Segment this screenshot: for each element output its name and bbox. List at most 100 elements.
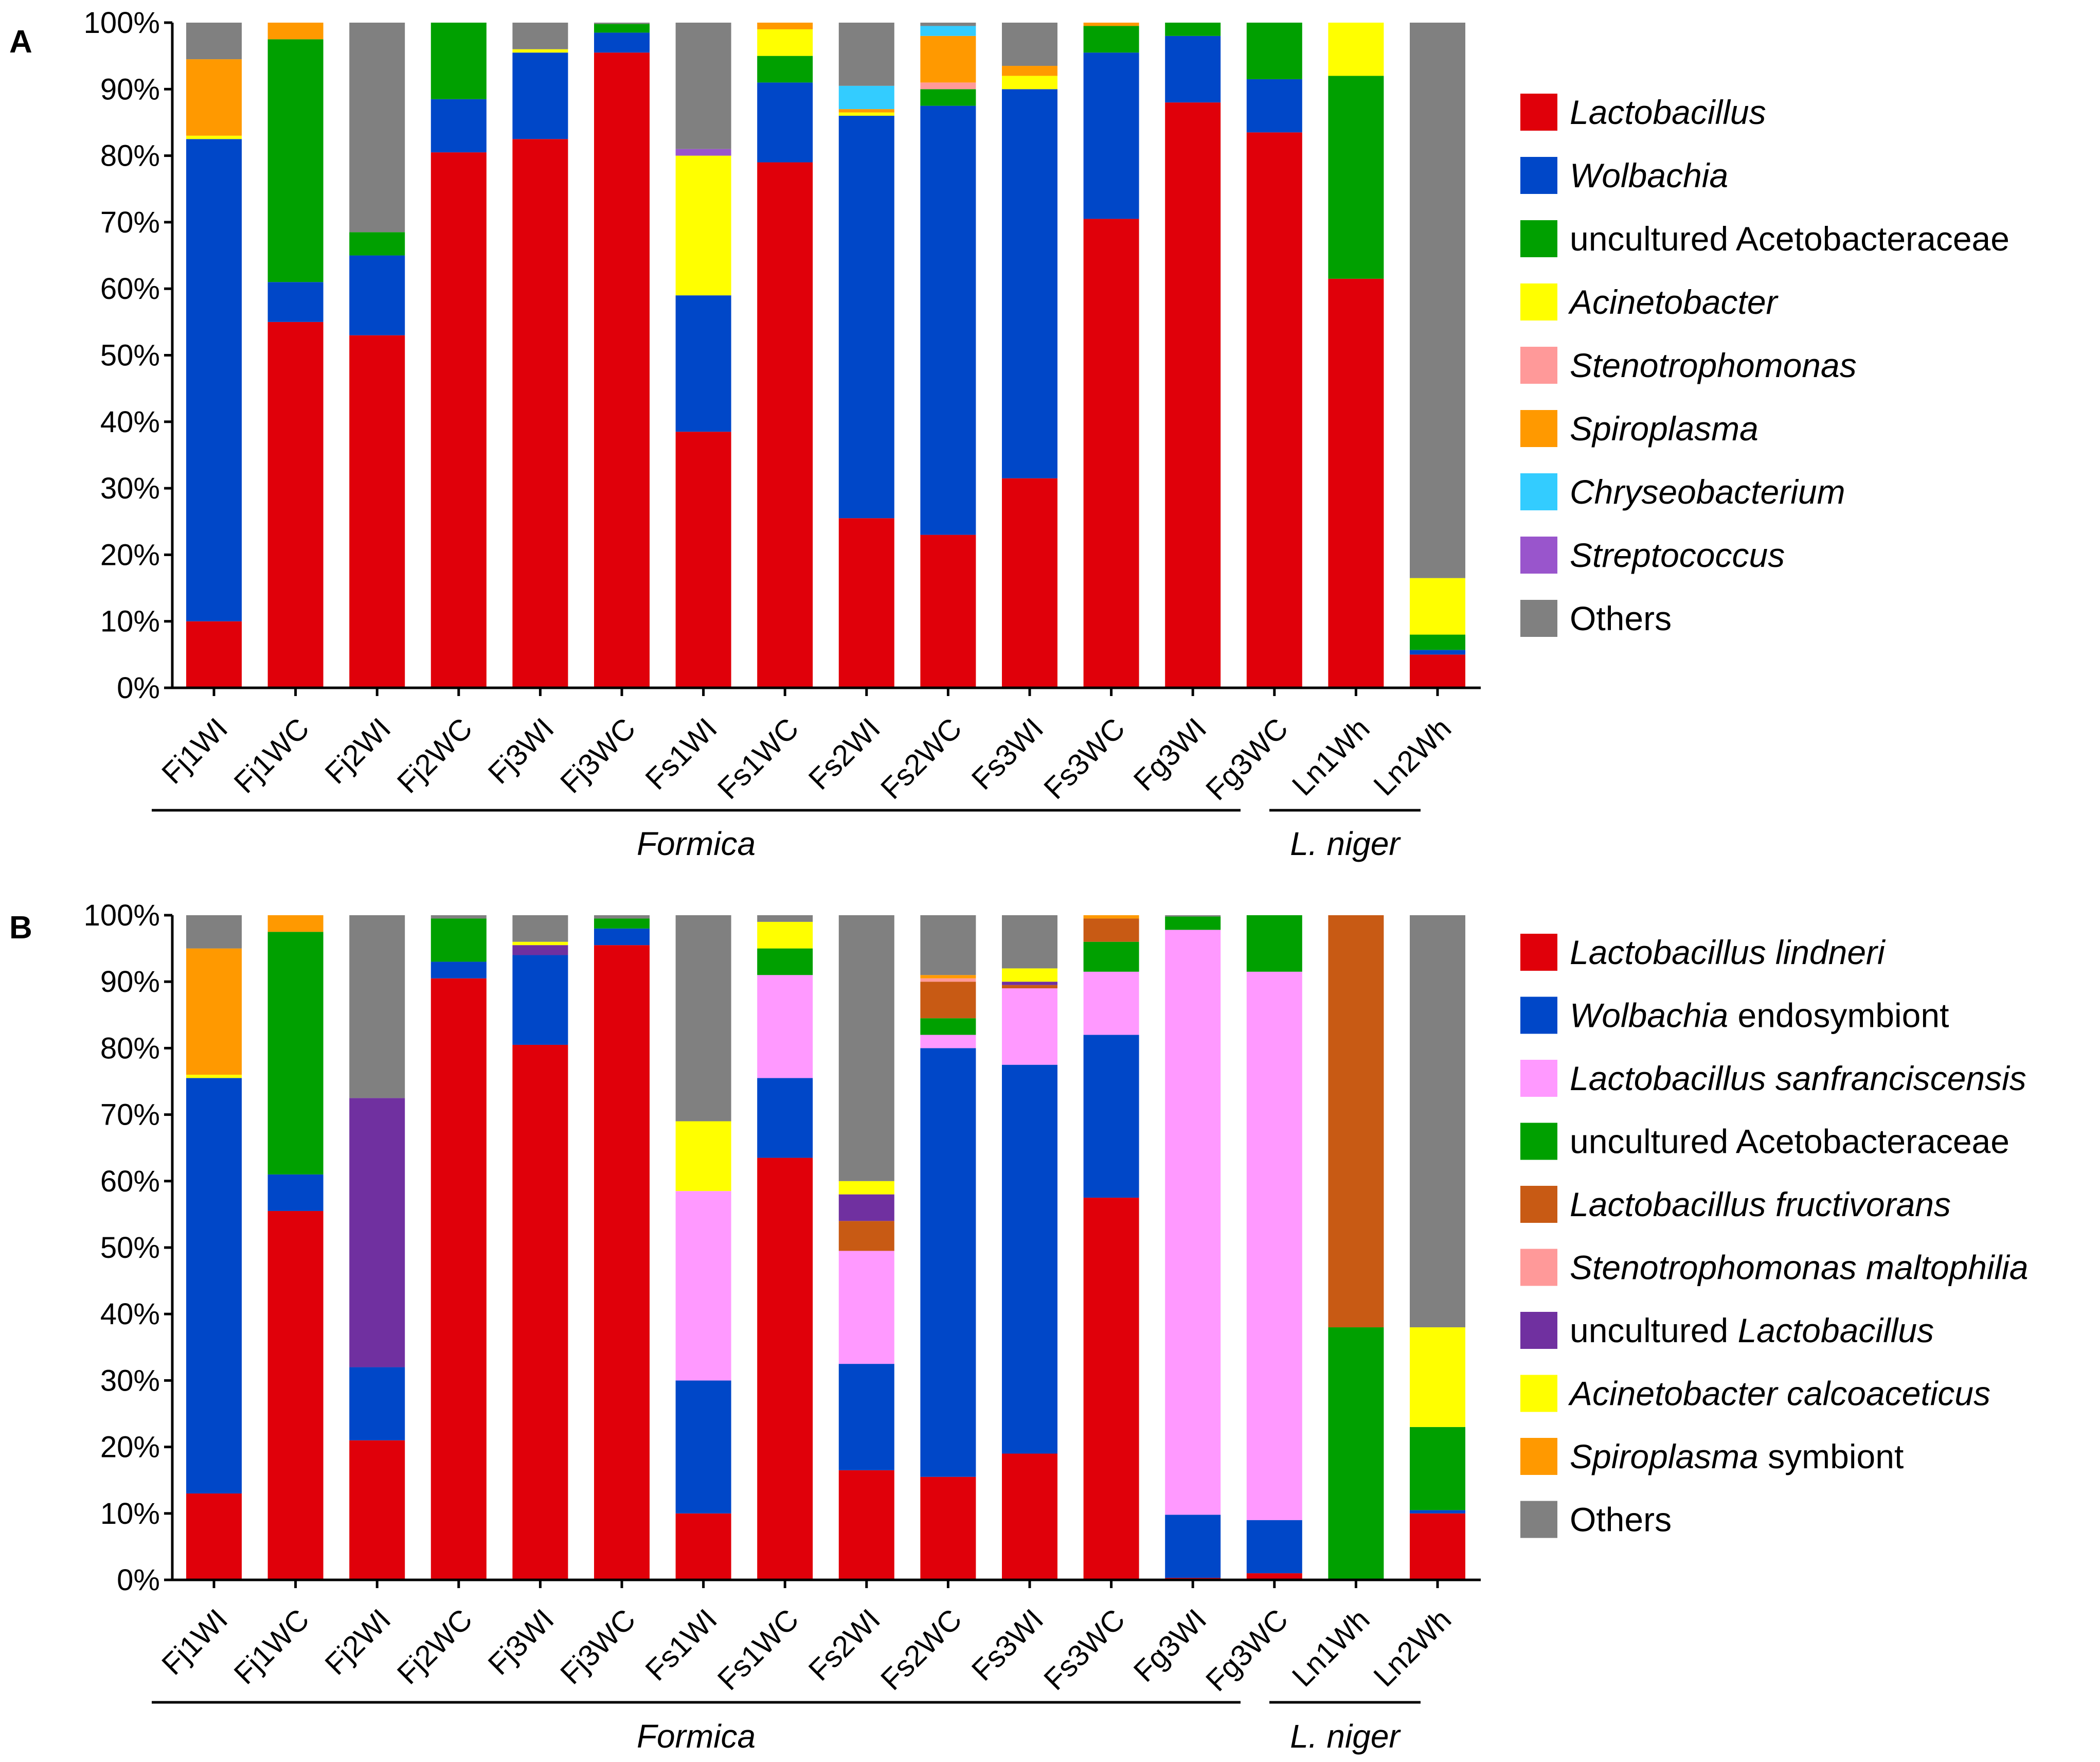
x-tick-label: Fj2WI	[318, 711, 397, 790]
bar-segment	[1083, 918, 1139, 942]
bar-segment	[675, 155, 731, 296]
bar-segment	[675, 295, 731, 432]
y-tick-label: 50%	[100, 339, 160, 372]
bar-segment	[349, 23, 405, 233]
bar-segment	[757, 975, 813, 1078]
legend-swatch	[1520, 157, 1557, 194]
bar-segment	[675, 915, 731, 1122]
bar-segment	[512, 49, 568, 53]
bar-segment	[1328, 76, 1384, 279]
bar-segment	[349, 232, 405, 256]
bar-segment	[1083, 1035, 1139, 1198]
bar-segment	[838, 116, 894, 519]
panel-letter: B	[9, 910, 32, 946]
legend-label: uncultured Lactobacillus	[1570, 1311, 1934, 1349]
legend-swatch	[1520, 347, 1557, 384]
bar-segment	[1328, 23, 1384, 76]
bar-segment	[1410, 1427, 1465, 1510]
bar-segment	[1002, 23, 1057, 66]
bar-segment	[267, 39, 324, 282]
bar-segment	[757, 82, 813, 163]
y-tick-label: 40%	[100, 1297, 160, 1331]
group-label: Formica	[637, 825, 756, 862]
bar-segment	[1083, 23, 1139, 26]
bar-segment	[920, 105, 976, 535]
legend-swatch	[1520, 283, 1557, 321]
bar-segment	[1328, 915, 1384, 1328]
bar-segment	[1083, 915, 1139, 919]
bar-segment	[186, 1078, 242, 1494]
y-tick-label: 100%	[84, 6, 160, 40]
bar-segment	[512, 955, 568, 1045]
y-tick-label: 50%	[100, 1231, 160, 1265]
bar-segment	[1002, 985, 1057, 989]
x-tick-label: Ln2Wh	[1367, 711, 1458, 802]
bar-segment	[838, 23, 894, 86]
legend-label: Acinetobacter	[1568, 283, 1779, 321]
legend-swatch	[1520, 600, 1557, 637]
bar-segment	[512, 1044, 568, 1580]
x-tick-label: Fj1WI	[155, 711, 234, 790]
legend-label: Lactobacillus fructivorans	[1570, 1185, 1951, 1223]
legend-swatch	[1520, 1249, 1557, 1286]
bar-segment	[594, 32, 650, 53]
legend-swatch	[1520, 473, 1557, 510]
bar-segment	[594, 52, 650, 688]
legend-label: Spiroplasma symbiont	[1570, 1437, 1904, 1475]
bar-segment	[1083, 941, 1139, 972]
bar-segment	[838, 915, 894, 1181]
bar-segment	[512, 139, 568, 688]
bar-segment	[512, 23, 568, 49]
bar-segment	[1246, 23, 1302, 79]
bar-segment	[349, 915, 405, 1098]
group-label: L. niger	[1290, 825, 1401, 862]
legend-label: Stenotrophomonas	[1570, 346, 1857, 384]
x-tick-label: Fs3WI	[965, 711, 1050, 796]
bar-segment	[430, 962, 487, 978]
y-tick-label: 10%	[100, 1497, 160, 1530]
bar-segment	[1410, 654, 1465, 688]
bar-segment	[1410, 650, 1465, 655]
x-tick-label: Fs3WI	[965, 1603, 1050, 1687]
legend-label: Others	[1570, 1501, 1672, 1539]
bar-segment	[1246, 132, 1302, 688]
legend: Lactobacillus lindneri Wolbachia endosymb…	[1520, 933, 2029, 1539]
bar-segment	[1410, 1510, 1465, 1514]
x-tick-label: Fj3WI	[482, 711, 561, 790]
x-tick-label: Fj1WC	[228, 1603, 316, 1690]
legend-swatch	[1520, 1375, 1557, 1412]
bar-segment	[675, 1191, 731, 1381]
bar-segment	[1002, 1453, 1057, 1580]
bar-segment	[920, 1476, 976, 1580]
bar-segment	[1410, 23, 1465, 578]
bar-segment	[838, 1251, 894, 1364]
bar-segment	[675, 149, 731, 156]
legend-label: Chryseobacterium	[1570, 473, 1845, 511]
bar-segment	[267, 1174, 324, 1211]
bar-segment	[186, 1493, 242, 1580]
y-tick-label: 10%	[100, 605, 160, 638]
bar-segment	[1410, 634, 1465, 650]
legend-label: Lactobacillus sanfranciscensis	[1570, 1059, 2026, 1097]
bar-segment	[675, 1121, 731, 1191]
legend-label: Lactobacillus lindneri	[1570, 933, 1886, 971]
legend-swatch	[1520, 94, 1557, 131]
bar-segment	[838, 1194, 894, 1221]
bar-segment	[1165, 35, 1221, 103]
bar-segment	[349, 335, 405, 688]
bar-segment	[838, 1221, 894, 1251]
group-label: Formica	[637, 1718, 756, 1755]
x-tick-label: Fs3WC	[1037, 1603, 1132, 1697]
x-tick-label: Fs2WC	[874, 711, 968, 806]
bar-segment	[512, 915, 568, 942]
legend-label: Others	[1570, 599, 1672, 637]
legend-swatch	[1520, 1060, 1557, 1097]
bar-segment	[757, 915, 813, 922]
x-tick-label: Ln2Wh	[1367, 1603, 1458, 1693]
x-tick-label: Fs2WC	[874, 1603, 968, 1697]
bar-segment	[1165, 930, 1221, 1515]
bar-segment	[594, 945, 650, 1580]
bar-segment	[757, 162, 813, 688]
bar-segment	[267, 23, 324, 40]
bar-segment	[512, 52, 568, 139]
